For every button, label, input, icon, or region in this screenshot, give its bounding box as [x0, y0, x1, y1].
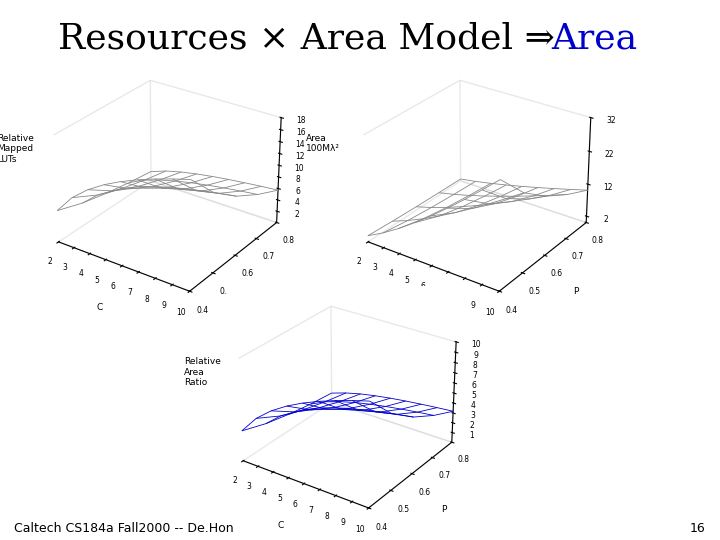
- Text: Relative
Mapped
LUTs: Relative Mapped LUTs: [0, 134, 34, 164]
- X-axis label: C: C: [96, 303, 102, 312]
- Y-axis label: P: P: [441, 505, 446, 514]
- X-axis label: C: C: [278, 521, 284, 530]
- X-axis label: C: C: [405, 303, 412, 312]
- Text: Area
100Mλ²: Area 100Mλ²: [306, 134, 341, 153]
- Text: Area: Area: [551, 22, 637, 56]
- Y-axis label: P: P: [574, 287, 579, 296]
- Text: Caltech CS184a Fall2000 -- De.Hon: Caltech CS184a Fall2000 -- De.Hon: [14, 522, 234, 535]
- Text: Resources × Area Model ⇒: Resources × Area Model ⇒: [58, 22, 566, 56]
- Text: 16: 16: [690, 522, 706, 535]
- Text: Relative
Area
Ratio: Relative Area Ratio: [184, 357, 221, 387]
- Y-axis label: P: P: [264, 287, 269, 296]
